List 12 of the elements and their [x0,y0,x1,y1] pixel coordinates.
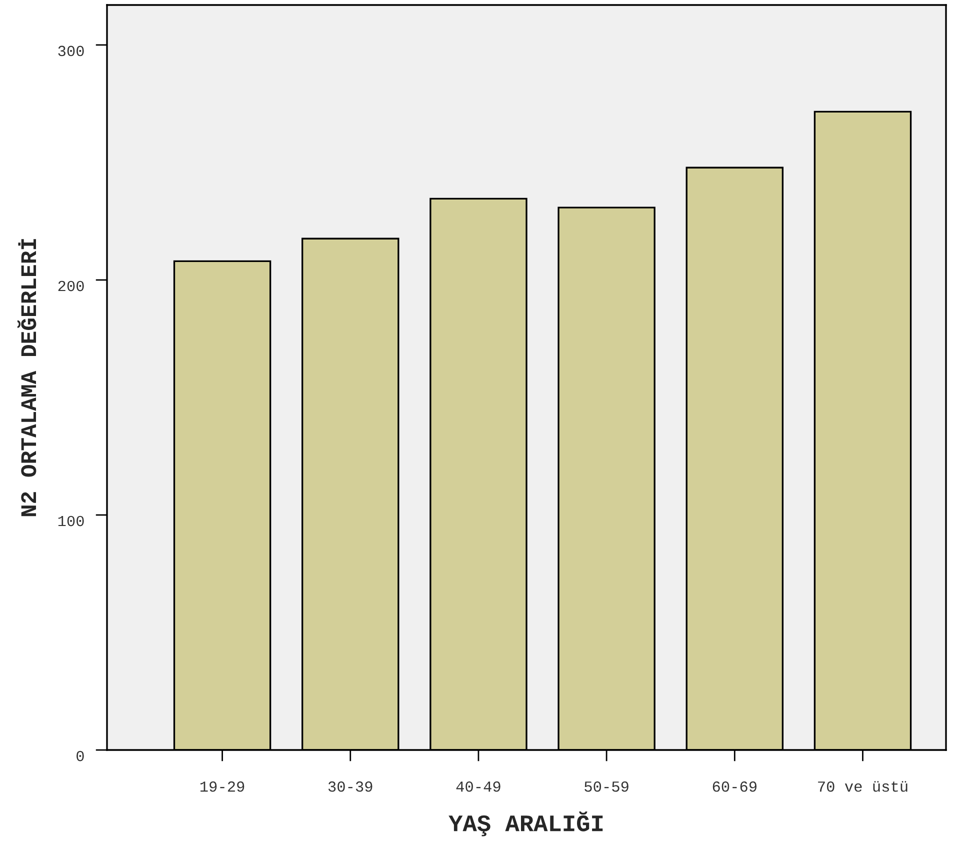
y-tick-label: 0 [76,750,84,762]
y-axis-title: N2 ORTALAMA DEĞERLERİ [17,239,36,516]
x-tick-label: 40-49 [456,781,500,792]
x-tick-label: 70 ve üstü [818,781,908,792]
y-tick-label: 100 [58,516,84,526]
x-tick-label: 30-39 [328,781,372,792]
x-tick-label: 60-69 [712,781,757,792]
x-tick-label: 19-29 [200,781,244,792]
x-tick-label: 50-59 [584,781,628,792]
y-tick-label: 200 [58,280,84,292]
x-axis-title: YAŞ ARALIĞI [448,811,603,836]
y-tick-label: 300 [58,46,84,56]
